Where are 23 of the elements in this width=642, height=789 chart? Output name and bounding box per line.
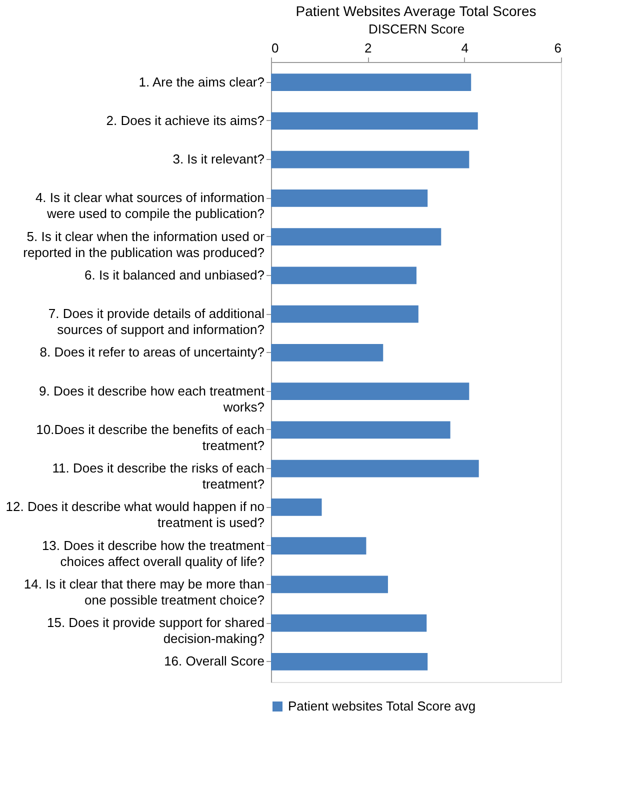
x-tick-label: 6 (554, 40, 562, 56)
y-tick-label: 10.Does it describe the benefits of each treatment? (36, 422, 264, 453)
y-tick-label: 11. Does it describe the risks of each treatment? (52, 460, 264, 492)
y-tick-label: 15. Does it provide support for shared decision-making? (46, 615, 264, 646)
y-tick-label: 9. Does it describe how each treatment works? (39, 383, 265, 414)
y-tick-label: 12. Does it describe what would happen if no treatment is used? (6, 499, 264, 530)
y-tick-label: 7. Does it provide details of additional sources of support and information? (48, 306, 265, 338)
x-axis-title: DISCERN Score (368, 22, 465, 36)
y-tick-label: 4. Is it clear what sources of information were used to compile the publication? (35, 190, 264, 222)
y-tick-label: 14. Is it clear that there may be more than one possible treatment choice? (24, 576, 264, 608)
legend-label: Patient websites Total Score avg (288, 698, 476, 714)
x-tick-label: 2 (364, 40, 372, 56)
x-tick-label: 0 (272, 40, 279, 56)
y-tick-label: 5. Is it clear when the information used or reported in the publication was produced? (23, 228, 266, 260)
y-tick-label: 16. Overall Score (164, 654, 264, 669)
y-tick-label: 3. Is it relevant? (172, 152, 264, 167)
y-tick-label: 6. Is it balanced and unbiased? (84, 267, 264, 282)
y-tick-label: 1. Are the aims clear? (138, 74, 264, 90)
y-tick-label: 13. Does it describe how the treatment choices affect overall quality of life? (42, 538, 265, 569)
x-tick-label: 4 (461, 40, 468, 56)
chart-title: Patient Websites Average Total Scores (296, 3, 536, 19)
y-tick-label: 8. Does it refer to areas of uncertainty? (40, 344, 264, 360)
y-tick-label: 2. Does it achieve its aims? (106, 112, 264, 128)
